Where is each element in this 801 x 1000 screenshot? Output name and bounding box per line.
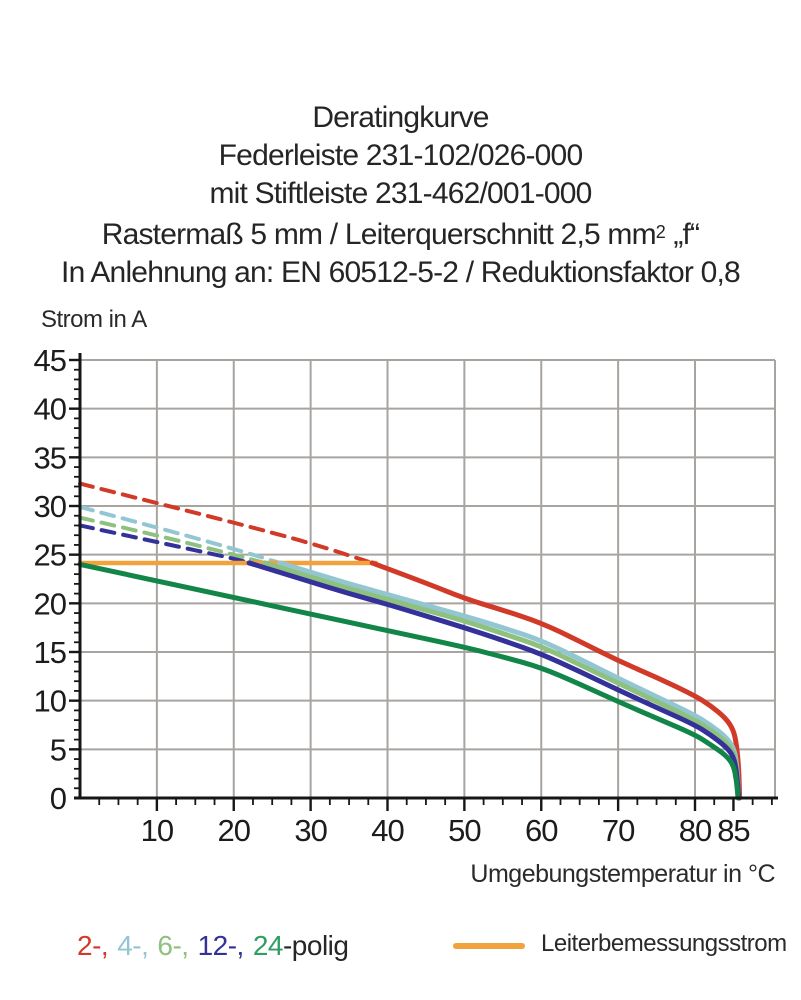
grid xyxy=(80,359,776,798)
curve-6-polig-derating-dashed xyxy=(78,515,267,565)
curve-2-polig xyxy=(369,560,743,801)
title-line-3: mit Stiftleiste 231-462/001-000 xyxy=(209,177,592,210)
tick-label: 10 xyxy=(34,684,67,719)
y-axis-title: Strom in A xyxy=(41,306,147,333)
curve-6-polig xyxy=(262,560,742,801)
rated-current-legend: Leiterbemessungsstrom xyxy=(453,930,787,958)
tick-label: 0 xyxy=(50,781,67,816)
axes xyxy=(74,353,778,800)
legend-pole-item: 4-, xyxy=(117,930,149,961)
tick-label: 60 xyxy=(525,813,558,848)
tick-label: 40 xyxy=(371,813,404,848)
tick-label: 80 xyxy=(679,813,712,848)
curve-12-polig xyxy=(246,560,742,801)
title-line-4: Rastermaß 5 mm / Leiterquerschnitt 2,5 m… xyxy=(101,218,700,251)
tick-label: 50 xyxy=(448,813,481,848)
title-line-5: In Anlehnung an: EN 60512-5-2 / Reduktio… xyxy=(61,256,741,289)
tick-label: 30 xyxy=(34,489,67,524)
tick-label: 20 xyxy=(218,813,251,848)
tick-label: 20 xyxy=(34,586,67,621)
tick-label: 85 xyxy=(717,813,749,848)
curve-4-polig-derating-dashed xyxy=(78,504,282,565)
curve-12-polig-derating-dashed xyxy=(78,523,252,565)
legend-pole-item: 2-, xyxy=(77,930,109,961)
superscript-2: 2 xyxy=(655,222,666,242)
curves xyxy=(77,481,743,801)
tick-label: 30 xyxy=(294,813,327,848)
chart-title-block: Deratingkurve Federleiste 231-102/026-00… xyxy=(0,99,801,292)
legend-pole-item: 6-, xyxy=(157,930,189,961)
tick-label: 15 xyxy=(34,635,66,670)
ticks xyxy=(69,358,773,811)
legend-row: 2-, 4-, 6-, 12-, 24-polig Leiterbemessungsst… xyxy=(0,930,801,978)
tick-label: 35 xyxy=(34,440,66,475)
legend-pole-item: 12-, xyxy=(197,930,245,961)
tick-labels: 10 20 30 40 50 60 70 80 85 0 5 10 15 20 25 30 35 40 45 xyxy=(34,343,751,848)
tick-label: 70 xyxy=(602,813,635,848)
curve-4-polig xyxy=(277,560,742,801)
title-line-2: Federleiste 231-102/026-000 xyxy=(218,139,583,172)
tick-label: 25 xyxy=(34,538,66,573)
x-axis-title: Umgebungstemperatur in °C xyxy=(470,860,775,888)
legend-pole-item: 24 xyxy=(252,930,284,961)
tick-label: 5 xyxy=(50,732,66,767)
tick-label: 40 xyxy=(34,392,67,427)
rated-current-line-swatch xyxy=(453,942,525,949)
rated-current-label: Leiterbemessungsstrom xyxy=(541,930,787,957)
curve-24-polig xyxy=(77,561,741,801)
poles-legend: 2-, 4-, 6-, 12-, 24-polig xyxy=(77,930,349,962)
curve-2-polig-derating-dashed xyxy=(78,481,375,565)
legend-pole-suffix: -polig xyxy=(282,930,349,961)
title-line-1: Deratingkurve xyxy=(312,101,489,134)
tick-label: 45 xyxy=(34,343,66,378)
tick-label: 10 xyxy=(141,813,174,848)
